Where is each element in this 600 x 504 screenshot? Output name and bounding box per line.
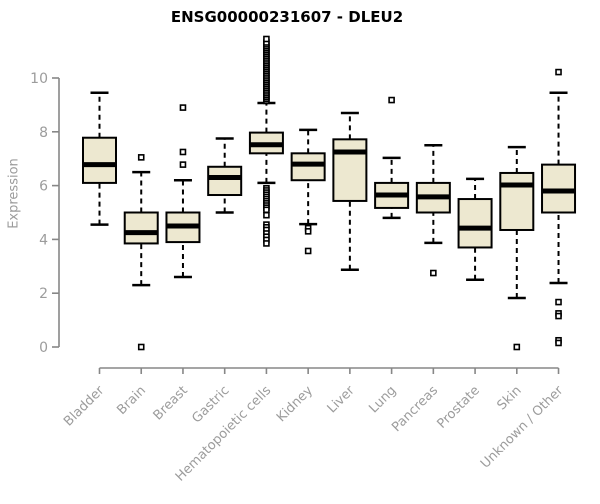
box-prostate xyxy=(457,198,493,249)
box-brain xyxy=(123,211,159,245)
x-tick-label-pancreas: Pancreas xyxy=(389,383,441,435)
outlier-hematopoietic-cells xyxy=(263,35,270,43)
x-tick-label-bladder: Bladder xyxy=(61,383,108,430)
box-gastric xyxy=(207,165,243,197)
x-tick-label-lung: Lung xyxy=(366,383,399,416)
x-tick-label-liver: Liver xyxy=(325,383,359,417)
x-tick-label-breast: Breast xyxy=(151,383,191,423)
box-skin xyxy=(499,171,535,231)
box-bladder xyxy=(82,136,117,184)
outlier-lung xyxy=(388,96,395,104)
outlier-unknown-other xyxy=(555,298,562,306)
y-tick-label: 8 xyxy=(39,125,48,141)
outlier-brain xyxy=(137,154,145,161)
box-liver xyxy=(332,138,368,202)
outlier-hematopoietic-cells xyxy=(263,211,270,219)
y-tick-label: 2 xyxy=(39,286,48,302)
x-tick-label-kidney: Kidney xyxy=(274,383,316,425)
y-tick-label: 4 xyxy=(39,232,48,248)
outlier-unknown-other xyxy=(555,312,562,320)
y-axis-title: Expression xyxy=(6,158,22,229)
outlier-pancreas xyxy=(430,269,437,277)
outlier-unknown-other xyxy=(555,68,562,76)
outlier-hematopoietic-cells xyxy=(263,240,270,247)
y-tick-label: 10 xyxy=(30,71,48,87)
outlier-hematopoietic-cells xyxy=(263,206,270,214)
x-tick-label-brain: Brain xyxy=(114,383,149,418)
outlier-breast xyxy=(179,161,187,168)
y-tick-label: 0 xyxy=(39,340,48,356)
chart-title: ENSG00000231607 - DLEU2 xyxy=(170,8,404,26)
outlier-kidney xyxy=(304,247,312,255)
x-tick-label-skin: Skin xyxy=(494,383,524,413)
box-kidney xyxy=(290,152,326,182)
x-tick-label-prostate: Prostate xyxy=(434,383,482,431)
x-tick-label-unknown-other: Unknown / Other xyxy=(478,383,567,472)
outlier-unknown-other xyxy=(555,339,562,347)
outlier-skin xyxy=(513,343,521,351)
outlier-brain xyxy=(137,343,145,351)
outlier-kidney xyxy=(304,228,312,235)
outlier-breast xyxy=(179,148,187,156)
y-tick-label: 6 xyxy=(39,179,48,195)
outlier-breast xyxy=(179,104,187,111)
